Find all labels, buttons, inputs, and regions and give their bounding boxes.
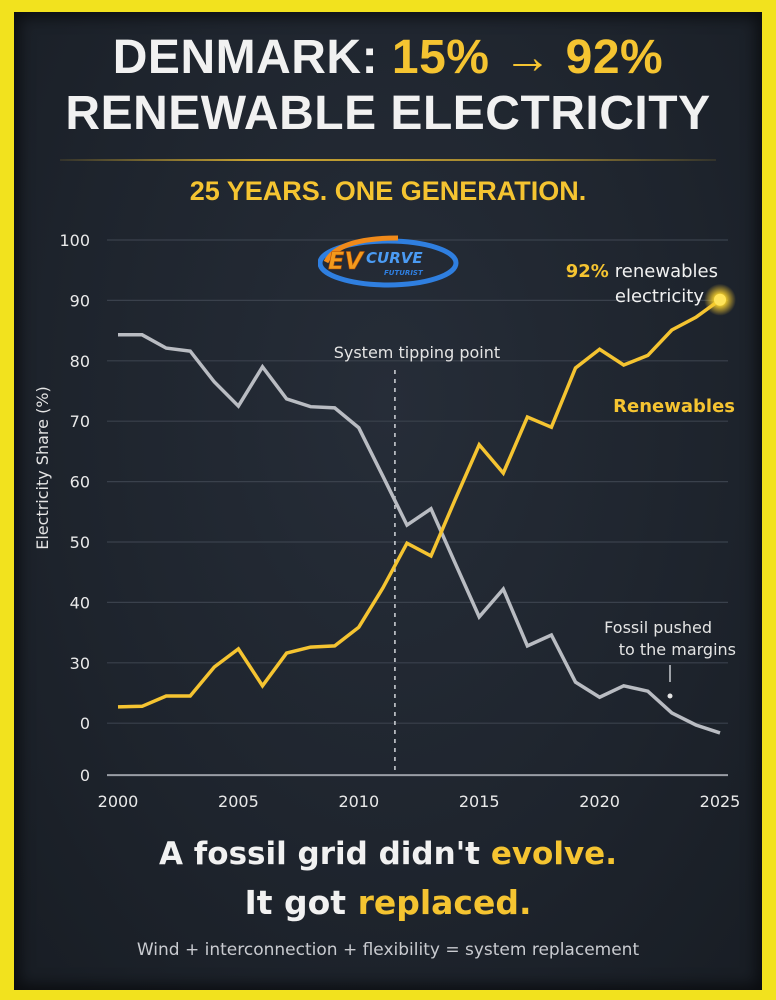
x-tick-label: 2005 [218,792,259,811]
title-highlight: 15% → 92% [391,31,664,84]
x-tick-label: 2020 [579,792,620,811]
y-tick-label: 60 [70,473,90,492]
fossil-annotation-dot [667,693,673,699]
tagline: Wind + interconnection + flexibility = s… [136,940,640,960]
logo-swoosh [323,235,399,264]
x-tick-label: 2015 [459,792,500,811]
endpoint-marker [714,293,726,306]
logo-ev: EV [328,247,365,275]
title-line-2: RENEWABLE ELECTRICITY [65,87,711,140]
headline-2-text: It got [244,883,358,922]
headline-1-highlight: evolve. [490,836,617,872]
logo-futurist: FUTURIST [384,269,424,277]
logo-curve: CURVE [366,249,423,267]
headline-line-1: A fossil grid didn't evolve. [0,836,776,872]
y-axis-label: Electricity Share (%) [33,386,52,550]
endpoint-text-1: renewables [615,261,718,282]
title-line-1: DENMARK: 15% → 92% [0,30,776,85]
y-tick-label: 0 [80,766,90,785]
y-tick-label: 50 [70,533,90,552]
y-tick-label: 80 [70,352,90,371]
x-tick-label: 2025 [700,792,741,811]
x-tick-label: 2000 [98,792,139,811]
y-tick-label: 0 [80,714,90,733]
y-tick-label: 30 [70,654,90,673]
subtitle: 25 YEARS. ONE GENERATION. [189,176,587,206]
headline-line-2: It got replaced. [0,883,776,922]
tipping-point-label: System tipping point [334,343,500,362]
title-divider [60,159,716,161]
fossil-annotation-line2: to the margins [619,640,736,659]
y-tick-label: 90 [70,291,90,310]
x-axis-ticks: 2000 2005 2010 2015 2020 2025 [98,792,741,811]
y-axis-ticks: 100 90 80 70 60 50 40 30 0 0 [59,231,90,785]
y-tick-label: 40 [70,593,90,612]
title-country: DENMARK: [112,31,392,84]
fossil-series-line [118,333,721,735]
evcurve-logo: EV CURVE FUTURIST [318,235,459,288]
y-tick-label: 70 [70,412,90,431]
endpoint-annotation-line1: 92% renewables [566,261,718,282]
headline-2-highlight: replaced. [357,883,532,922]
y-tick-label: 100 [59,231,90,250]
renewables-series-label: Renewables [613,396,735,417]
infographic-frame [14,12,762,990]
headline-1-text: A fossil grid didn't [159,836,491,872]
renewables-series-line [117,298,722,709]
x-tick-label: 2010 [338,792,379,811]
gridlines [107,239,728,724]
endpoint-percent: 92% [566,261,609,282]
fossil-annotation-line1: Fossil pushed [604,618,712,637]
endpoint-annotation-line2: electricity [615,286,704,307]
logo-ring [318,238,459,288]
